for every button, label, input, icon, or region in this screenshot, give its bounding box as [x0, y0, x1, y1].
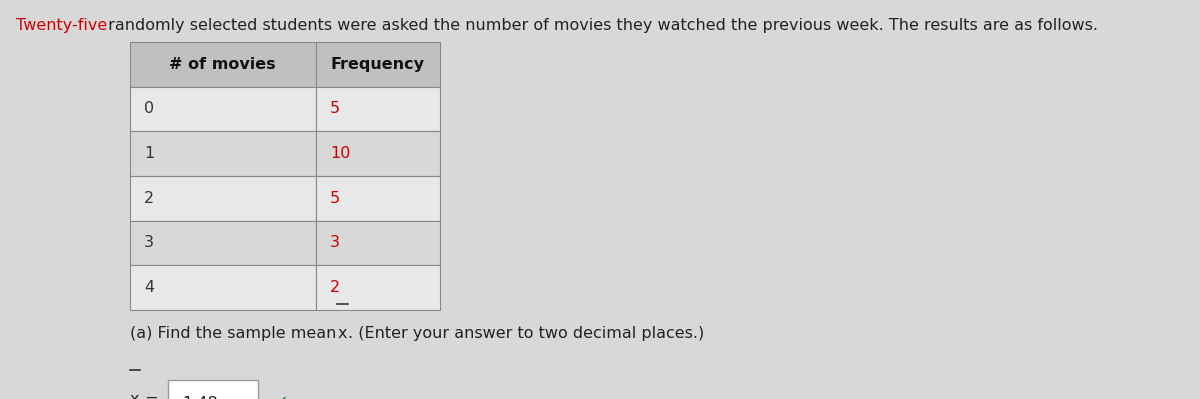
Text: Twenty-five: Twenty-five: [16, 18, 107, 33]
Text: 2: 2: [330, 280, 340, 295]
Text: 2: 2: [144, 191, 154, 206]
Text: =: =: [140, 392, 164, 399]
Text: 1: 1: [144, 146, 155, 161]
Text: 0: 0: [144, 101, 154, 117]
Text: 3: 3: [144, 235, 154, 251]
Text: 3: 3: [330, 235, 340, 251]
Text: # of movies: # of movies: [169, 57, 276, 72]
Text: x: x: [130, 392, 139, 399]
Text: ✓: ✓: [272, 394, 289, 399]
Text: 5: 5: [330, 191, 340, 206]
Text: 4: 4: [144, 280, 154, 295]
Text: 10: 10: [330, 146, 350, 161]
Text: 5: 5: [330, 101, 340, 117]
Text: Frequency: Frequency: [331, 57, 425, 72]
Text: (a) Find the sample mean: (a) Find the sample mean: [130, 326, 341, 341]
Text: 1.48: 1.48: [182, 396, 218, 399]
Text: . (Enter your answer to two decimal places.): . (Enter your answer to two decimal plac…: [348, 326, 704, 341]
Text: x: x: [337, 326, 347, 341]
Text: randomly selected students were asked the number of movies they watched the prev: randomly selected students were asked th…: [103, 18, 1098, 33]
